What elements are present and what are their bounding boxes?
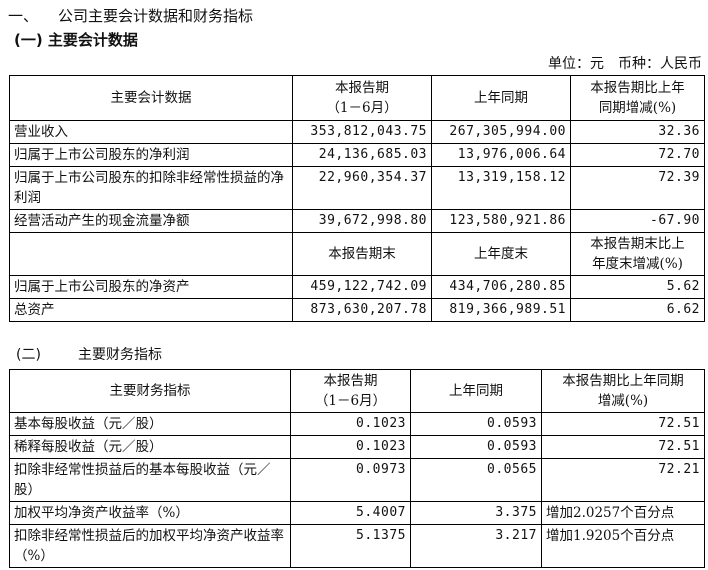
column-header: 本报告期 （1－6月） [292,75,432,121]
cell-value: 6.62 [570,298,705,322]
table-row: 营业收入 353,812,043.75 267,305,994.00 32.36 [9,120,705,144]
table-row: 归属于上市公司股东的净资产 459,122,742.09 434,706,280.8… [9,275,705,299]
column-header: 本报告期比上年 同期增减(%) [570,75,705,121]
cell-value: 0.0565 [410,458,542,502]
column-header: 本报告期 （1－6月） [290,369,411,413]
cell-value: 353,812,043.75 [292,120,432,144]
cell-value: 5.62 [570,275,705,299]
cell-value: 3.217 [410,524,542,568]
cell-value: -67.90 [570,209,705,233]
cell-value: 3.375 [410,501,542,525]
column-header [9,232,293,276]
cell-value: 13,319,158.12 [431,166,571,210]
cell-value: 32.36 [570,120,705,144]
column-header: 主要会计数据 [9,75,293,121]
section1-title: (一) 主要会计数据 [14,31,138,49]
cell-value: 434,706,280.85 [431,275,571,299]
table-row: 基本每股收益（元／股） 0.1023 0.0593 72.51 [9,412,705,436]
table-row: 稀释每股收益（元／股） 0.1023 0.0593 72.51 [9,435,705,459]
cell-value: 267,305,994.00 [431,120,571,144]
cell-value: 873,630,207.78 [292,298,432,322]
cell-value: 增加2.0257个百分点 [541,501,705,525]
cell-value: 39,672,998.80 [292,209,432,233]
heading-number: 一、 [8,7,39,25]
section2-heading: (二) 主要财务指标 [16,344,162,364]
cell-value: 0.0593 [410,412,542,436]
header-row: 主要会计数据 本报告期 （1－6月） 上年同期 本报告期比上年 同期增减(%) [9,75,705,121]
cell-value: 72.51 [541,435,705,459]
cell-value: 819,366,989.51 [431,298,571,322]
section2-title: 主要财务指标 [78,347,162,363]
header-row: 主要财务指标 本报告期 （1－6月） 上年同期 本报告期比上年同期 增减(%) [9,369,705,413]
section-heading: 一、 公司主要会计数据和财务指标 [8,5,253,26]
column-header: 上年同期 [431,75,571,121]
financial-indicators-table: 主要财务指标 本报告期 （1－6月） 上年同期 本报告期比上年同期 增减(%) 基本每股… [9,369,705,568]
row-label: 扣除非经常性损益后的加权平均净资产收益率（%） [9,524,291,568]
cell-value: 5.4007 [290,501,411,525]
header-row: 本报告期末 上年度末 本报告期末比上 年度末增减(%) [9,232,705,276]
row-label: 稀释每股收益（元／股） [9,435,291,459]
section2-number: (二) [16,347,41,363]
row-label: 加权平均净资产收益率（%） [9,501,291,525]
row-label: 扣除非经常性损益后的基本每股收益（元／股） [9,458,291,502]
cell-value: 72.21 [541,458,705,502]
column-header: 上年同期 [410,369,542,413]
cell-value: 24,136,685.03 [292,143,432,167]
cell-value: 72.70 [570,143,705,167]
cell-value: 5.1375 [290,524,411,568]
row-label: 营业收入 [9,120,293,144]
table-row: 总资产 873,630,207.78 819,366,989.51 6.62 [9,298,705,322]
column-header: 本报告期末比上 年度末增减(%) [570,232,705,276]
table-row: 扣除非经常性损益后的基本每股收益（元／股） 0.0973 0.0565 72.21 [9,458,705,502]
row-label: 归属于上市公司股东的扣除非经常性损益的净利润 [9,166,293,210]
column-header: 上年度末 [431,232,571,276]
row-label: 归属于上市公司股东的净利润 [9,143,293,167]
cell-value: 13,976,006.64 [431,143,571,167]
heading-title: 公司主要会计数据和财务指标 [58,7,254,25]
cell-value: 72.51 [541,412,705,436]
cell-value: 22,960,354.37 [292,166,432,210]
row-label: 经营活动产生的现金流量净额 [9,209,293,233]
row-label: 归属于上市公司股东的净资产 [9,275,293,299]
cell-value: 0.0593 [410,435,542,459]
table-row: 经营活动产生的现金流量净额 39,672,998.80 123,580,921.86… [9,209,705,233]
table-row: 归属于上市公司股东的扣除非经常性损益的净利润 22,960,354.37 13,31… [9,166,705,210]
table-row: 归属于上市公司股东的净利润 24,136,685.03 13,976,006.64 7… [9,143,705,167]
cell-value: 0.1023 [290,412,411,436]
cell-value: 0.1023 [290,435,411,459]
column-header: 本报告期比上年同期 增减(%) [541,369,705,413]
row-label: 总资产 [9,298,293,322]
column-header: 本报告期末 [292,232,432,276]
column-header: 主要财务指标 [9,369,291,413]
cell-value: 123,580,921.86 [431,209,571,233]
cell-value: 459,122,742.09 [292,275,432,299]
unit-label: 单位：元 币种：人民币 [548,56,702,72]
table-row: 加权平均净资产收益率（%） 5.4007 3.375 增加2.0257个百分点 [9,501,705,525]
cell-value: 增加1.9205个百分点 [541,524,705,568]
cell-value: 72.39 [570,166,705,210]
accounting-data-table: 主要会计数据 本报告期 （1－6月） 上年同期 本报告期比上年 同期增减(%) 营业收入… [9,75,705,322]
cell-value: 0.0973 [290,458,411,502]
table-row: 扣除非经常性损益后的加权平均净资产收益率（%） 5.1375 3.217 增加1.92… [9,524,705,568]
row-label: 基本每股收益（元／股） [9,412,291,436]
